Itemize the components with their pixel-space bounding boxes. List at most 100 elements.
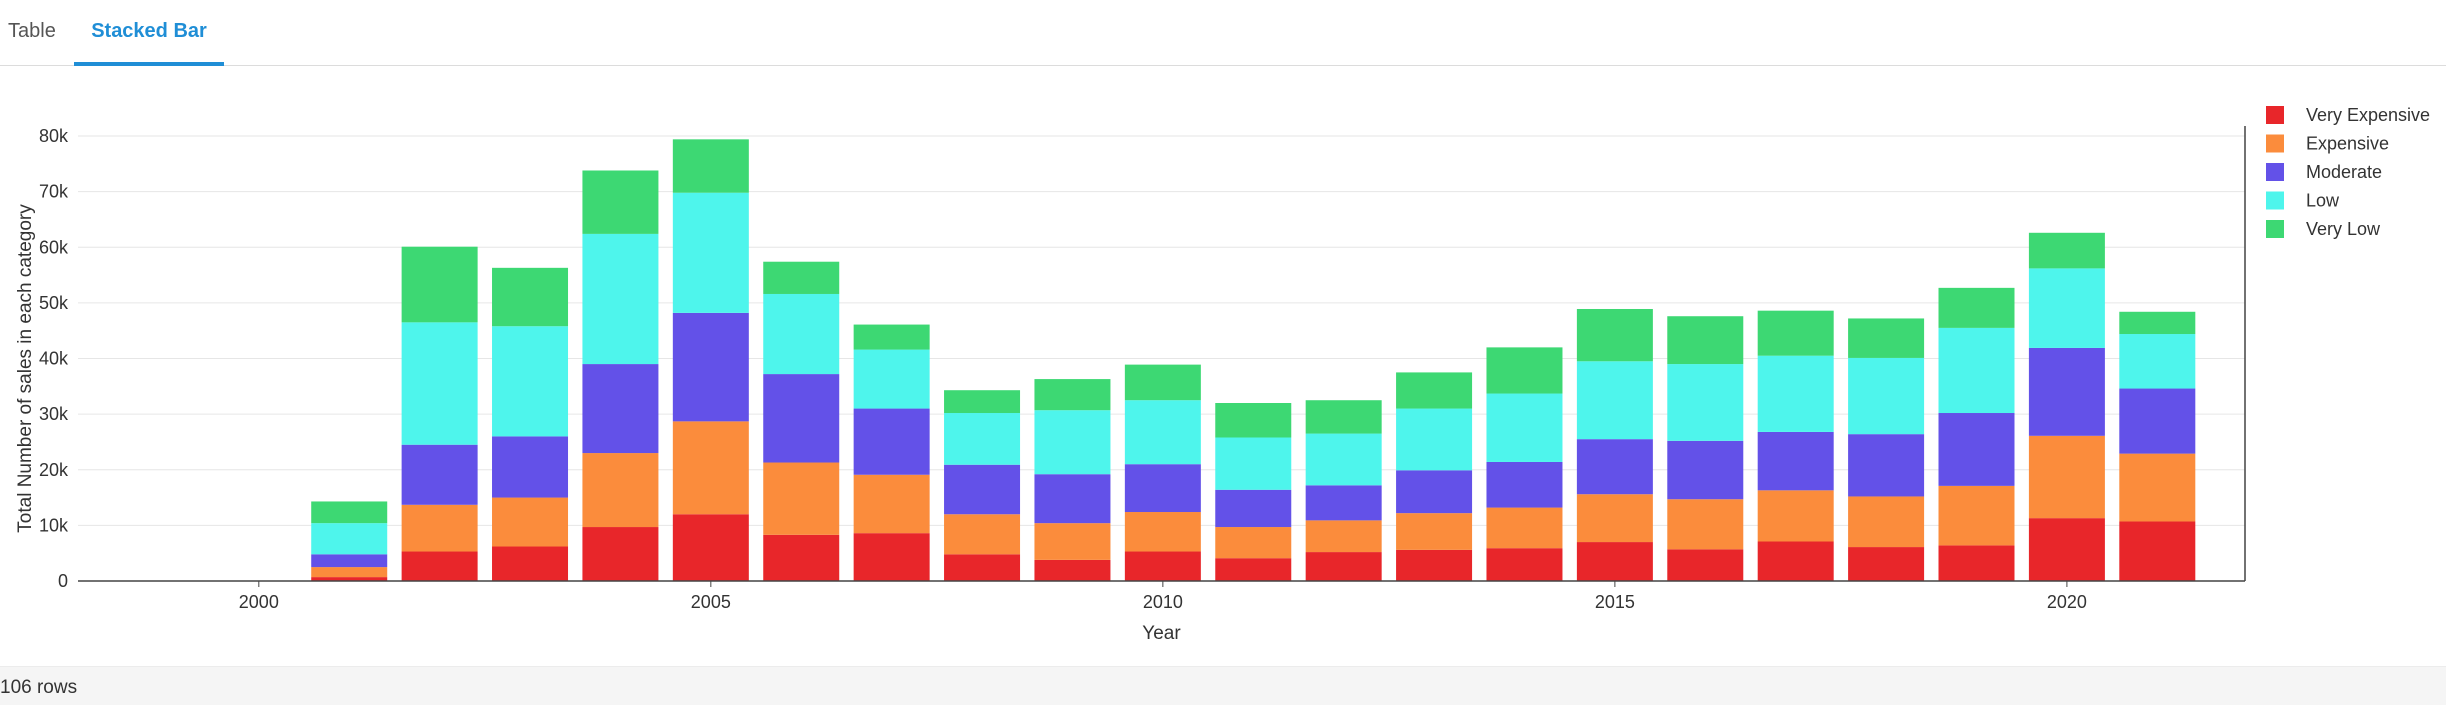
bar-segment[interactable]	[401, 444, 478, 505]
bar-stack[interactable]	[1215, 403, 1292, 581]
bar-stack[interactable]	[1938, 287, 2015, 581]
bar-segment[interactable]	[1124, 400, 1201, 465]
bar-segment[interactable]	[763, 534, 840, 581]
legend-item[interactable]: Moderate	[2266, 162, 2382, 182]
bar-segment[interactable]	[1938, 413, 2015, 486]
bar-segment[interactable]	[1396, 513, 1473, 550]
bar-segment[interactable]	[582, 364, 659, 454]
bar-segment[interactable]	[1034, 410, 1111, 475]
bar-segment[interactable]	[1396, 470, 1473, 514]
bar-segment[interactable]	[2028, 232, 2105, 269]
bar-segment[interactable]	[1305, 552, 1382, 581]
bar-segment[interactable]	[1848, 434, 1925, 497]
bar-stack[interactable]	[1305, 400, 1382, 581]
bar-segment[interactable]	[311, 577, 388, 581]
bar-stack[interactable]	[944, 390, 1021, 581]
bar-segment[interactable]	[672, 192, 749, 313]
legend-item[interactable]: Expensive	[2266, 134, 2389, 154]
bar-stack[interactable]	[2028, 232, 2105, 581]
bar-segment[interactable]	[492, 326, 569, 437]
bar-segment[interactable]	[1396, 408, 1473, 471]
legend-item[interactable]: Low	[2266, 191, 2340, 211]
bar-segment[interactable]	[1757, 310, 1834, 356]
bar-stack[interactable]	[1124, 364, 1201, 581]
bar-stack[interactable]	[1034, 379, 1111, 581]
bar-segment[interactable]	[1757, 541, 1834, 581]
bar-segment[interactable]	[1667, 364, 1744, 441]
bar-segment[interactable]	[1215, 437, 1292, 490]
bar-segment[interactable]	[1576, 494, 1653, 543]
bar-segment[interactable]	[1124, 364, 1201, 401]
bar-segment[interactable]	[1034, 559, 1111, 581]
bar-segment[interactable]	[2119, 388, 2196, 454]
bar-segment[interactable]	[1486, 507, 1563, 549]
bar-segment[interactable]	[944, 464, 1021, 515]
bar-segment[interactable]	[1305, 400, 1382, 434]
bar-segment[interactable]	[853, 349, 930, 409]
bar-stack[interactable]	[1486, 347, 1563, 581]
bar-segment[interactable]	[2119, 453, 2196, 522]
bar-segment[interactable]	[401, 246, 478, 323]
bar-stack[interactable]	[1757, 310, 1834, 581]
bar-segment[interactable]	[582, 527, 659, 581]
bar-segment[interactable]	[853, 324, 930, 350]
bar-segment[interactable]	[2028, 347, 2105, 436]
bar-segment[interactable]	[1305, 433, 1382, 486]
bar-segment[interactable]	[763, 374, 840, 463]
bar-segment[interactable]	[1938, 545, 2015, 581]
bar-segment[interactable]	[1848, 547, 1925, 581]
bar-segment[interactable]	[944, 413, 1021, 465]
bar-segment[interactable]	[1486, 548, 1563, 581]
tab-table[interactable]: Table	[8, 20, 56, 42]
bar-segment[interactable]	[853, 408, 930, 475]
bar-stack[interactable]	[582, 170, 659, 581]
bar-segment[interactable]	[1396, 549, 1473, 581]
bar-stack[interactable]	[311, 501, 388, 581]
bar-stack[interactable]	[1667, 316, 1744, 581]
bar-segment[interactable]	[2119, 311, 2196, 335]
bar-stack[interactable]	[672, 139, 749, 581]
bar-stack[interactable]	[763, 261, 840, 581]
bar-segment[interactable]	[311, 567, 388, 578]
bar-segment[interactable]	[1034, 379, 1111, 411]
bar-segment[interactable]	[401, 322, 478, 445]
bar-segment[interactable]	[1486, 347, 1563, 394]
bar-segment[interactable]	[492, 267, 569, 327]
bar-segment[interactable]	[944, 514, 1021, 555]
bar-segment[interactable]	[672, 139, 749, 193]
bar-segment[interactable]	[1215, 527, 1292, 559]
tab-stacked-bar[interactable]: Stacked Bar	[74, 0, 224, 66]
bar-segment[interactable]	[582, 453, 659, 528]
bar-segment[interactable]	[672, 312, 749, 422]
bar-segment[interactable]	[1305, 520, 1382, 553]
bar-segment[interactable]	[1667, 440, 1744, 500]
bar-segment[interactable]	[492, 497, 569, 547]
bar-segment[interactable]	[2028, 518, 2105, 581]
bar-segment[interactable]	[1034, 523, 1111, 560]
bar-segment[interactable]	[944, 390, 1021, 414]
bar-segment[interactable]	[763, 293, 840, 375]
bar-segment[interactable]	[853, 474, 930, 534]
bar-stack[interactable]	[853, 324, 930, 581]
bar-segment[interactable]	[763, 462, 840, 535]
bar-segment[interactable]	[1576, 361, 1653, 440]
bar-segment[interactable]	[1938, 327, 2015, 414]
bar-segment[interactable]	[672, 421, 749, 515]
bar-segment[interactable]	[944, 554, 1021, 581]
bar-segment[interactable]	[1848, 357, 1925, 435]
bar-segment[interactable]	[401, 551, 478, 581]
bar-segment[interactable]	[1757, 431, 1834, 491]
bar-segment[interactable]	[582, 170, 659, 234]
legend-item[interactable]: Very Low	[2266, 219, 2381, 239]
legend-item[interactable]: Very Expensive	[2266, 105, 2430, 125]
bar-segment[interactable]	[1938, 485, 2015, 546]
bar-segment[interactable]	[311, 523, 388, 555]
bar-segment[interactable]	[1667, 549, 1744, 581]
bar-segment[interactable]	[853, 533, 930, 581]
bar-segment[interactable]	[1576, 439, 1653, 495]
bar-segment[interactable]	[492, 436, 569, 498]
bar-segment[interactable]	[1486, 393, 1563, 462]
bar-segment[interactable]	[1034, 474, 1111, 524]
bar-segment[interactable]	[311, 501, 388, 524]
bar-segment[interactable]	[1667, 499, 1744, 550]
